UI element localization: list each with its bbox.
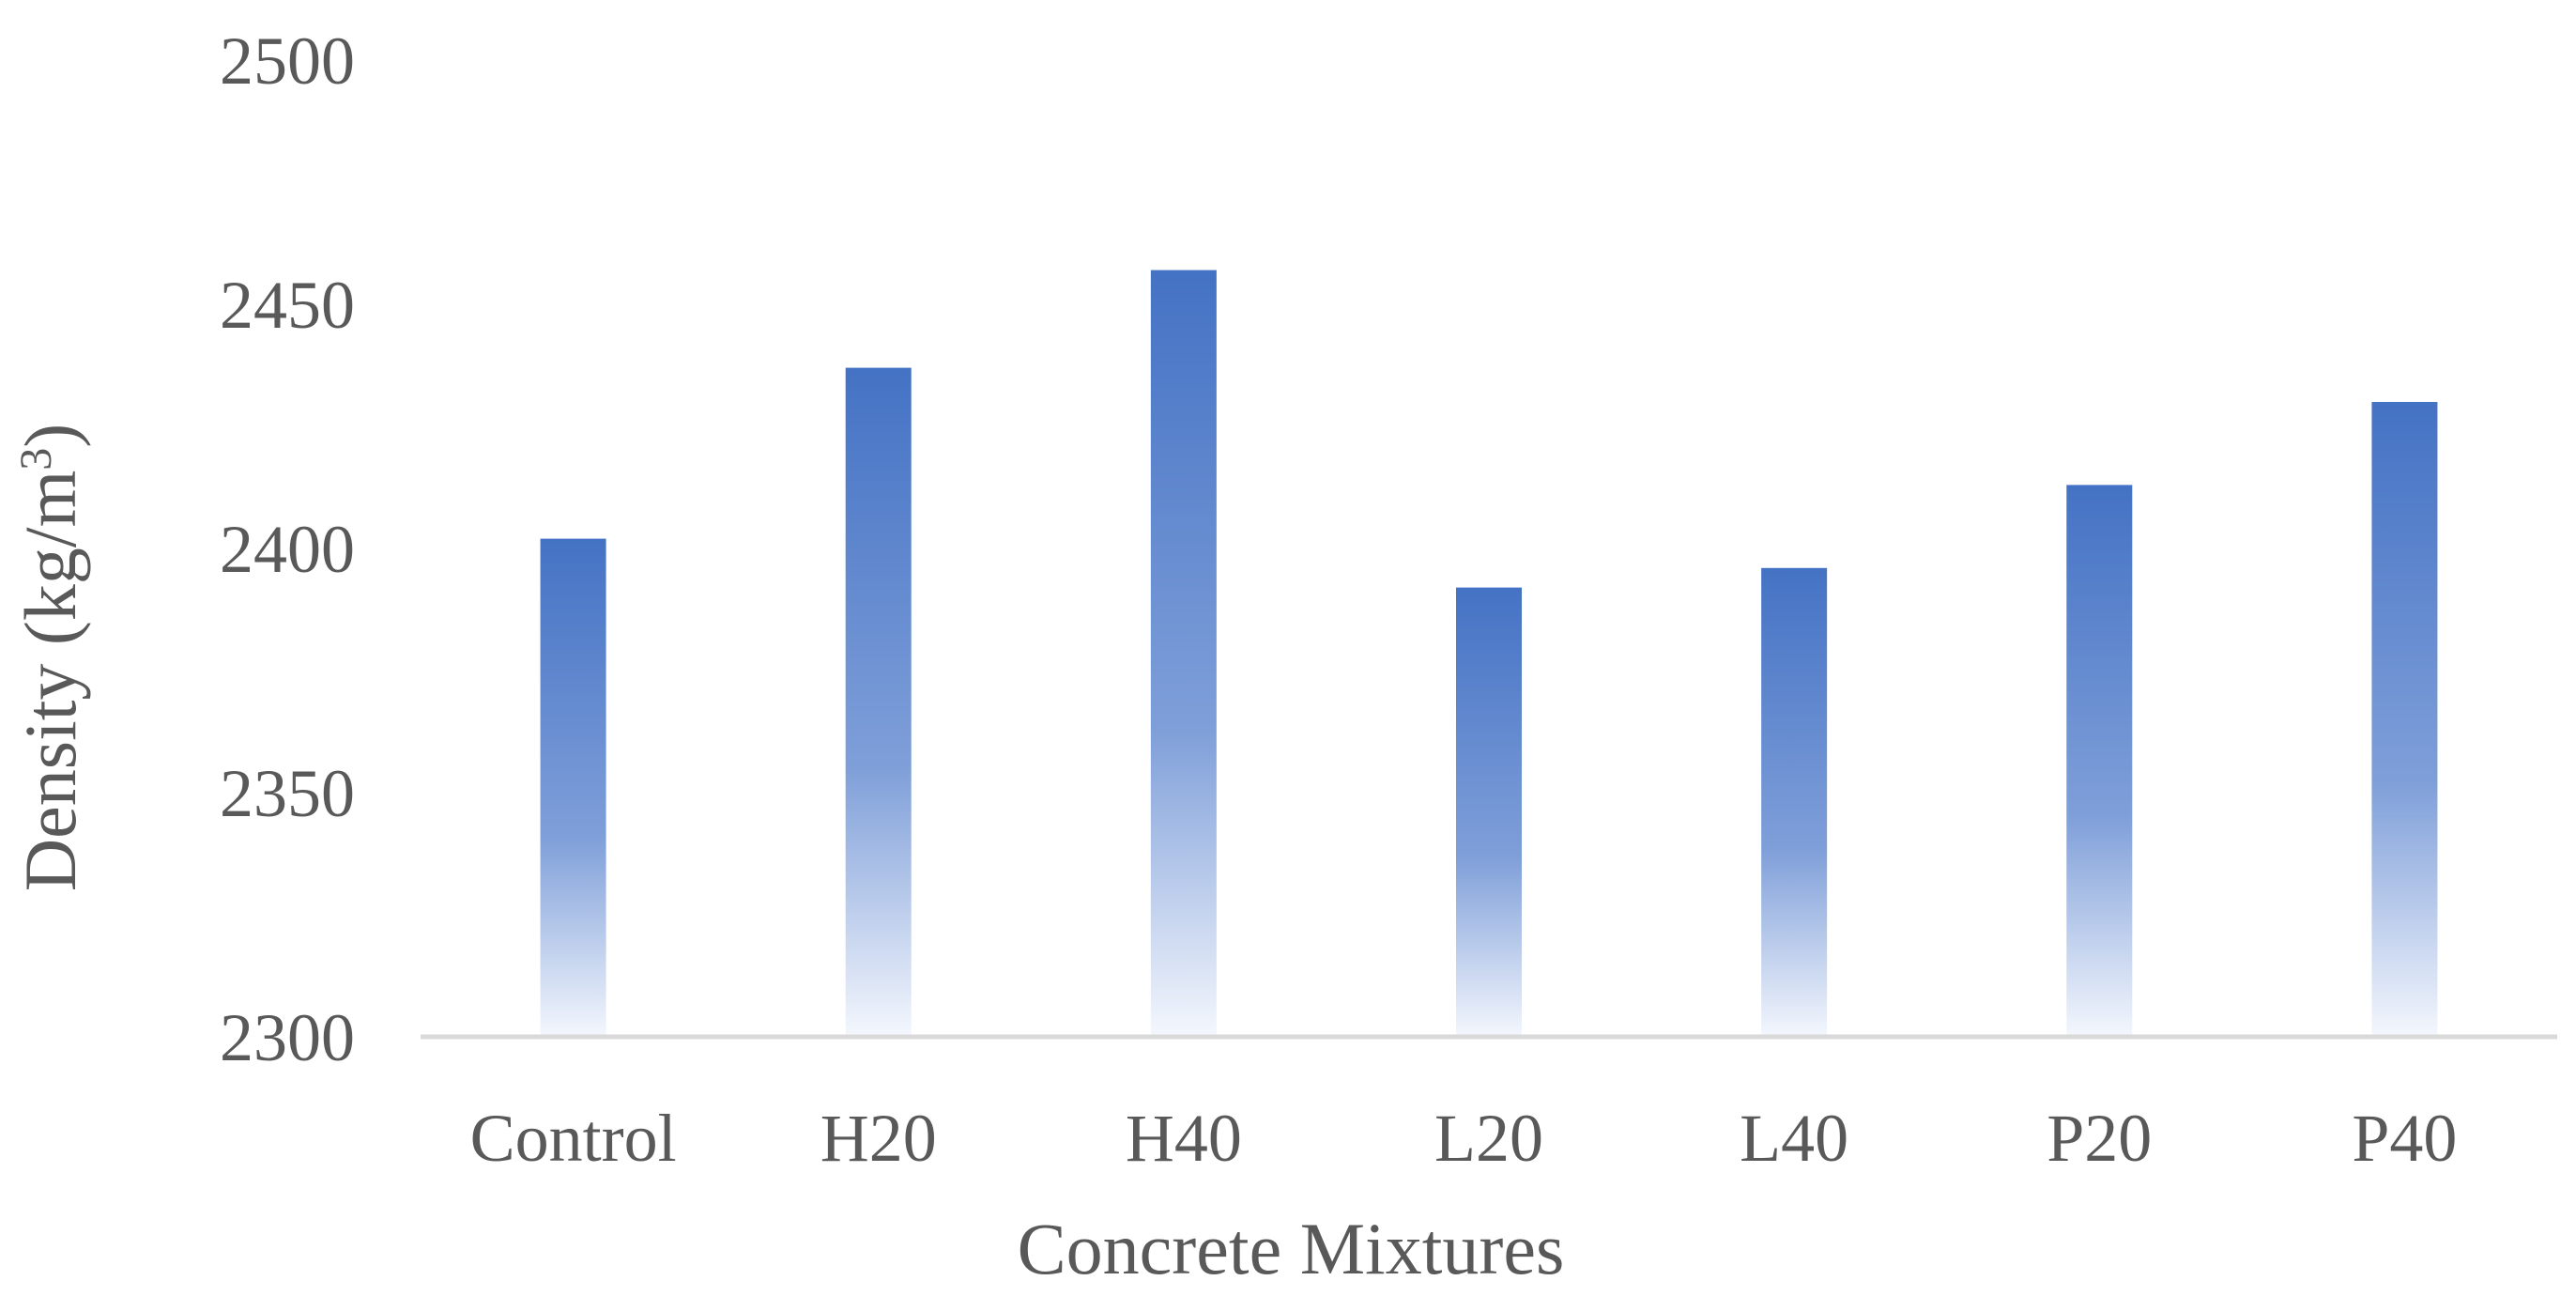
x-tick-label: Control [470,1101,677,1176]
x-tick-label: L20 [1434,1101,1543,1176]
bar-p20 [2066,485,2133,1037]
y-axis-ticks: 2300 2350 2400 2450 2500 [220,23,355,1075]
bar-p40 [2371,402,2438,1037]
y-tick-label: 2500 [220,23,355,99]
y-axis-title: Density (kg/m3) [9,424,91,891]
x-axis-title: Concrete Mixtures [1018,1208,1565,1289]
bar-h20 [845,367,912,1038]
x-axis-ticks: Control H20 H40 L20 L40 P20 P40 [470,1101,2458,1176]
y-tick-label: 2300 [220,1000,355,1075]
x-tick-label: L40 [1740,1101,1848,1176]
bar-l40 [1761,567,1828,1037]
y-tick-label: 2450 [220,268,355,343]
bar-l20 [1456,587,1522,1037]
y-axis-title-superscript: 3 [11,448,61,471]
x-tick-label: H40 [1126,1101,1242,1176]
y-tick-label: 2400 [220,512,355,587]
y-axis-title-close: ) [9,424,91,448]
bar-h40 [1150,270,1217,1038]
y-tick-label: 2350 [220,756,355,831]
bar-control [540,538,606,1037]
x-tick-label: H20 [820,1101,937,1176]
x-tick-label: P40 [2352,1101,2457,1176]
bars [540,270,2438,1038]
y-axis-title-main: Density (kg/m [9,471,91,891]
x-tick-label: P20 [2047,1101,2152,1176]
